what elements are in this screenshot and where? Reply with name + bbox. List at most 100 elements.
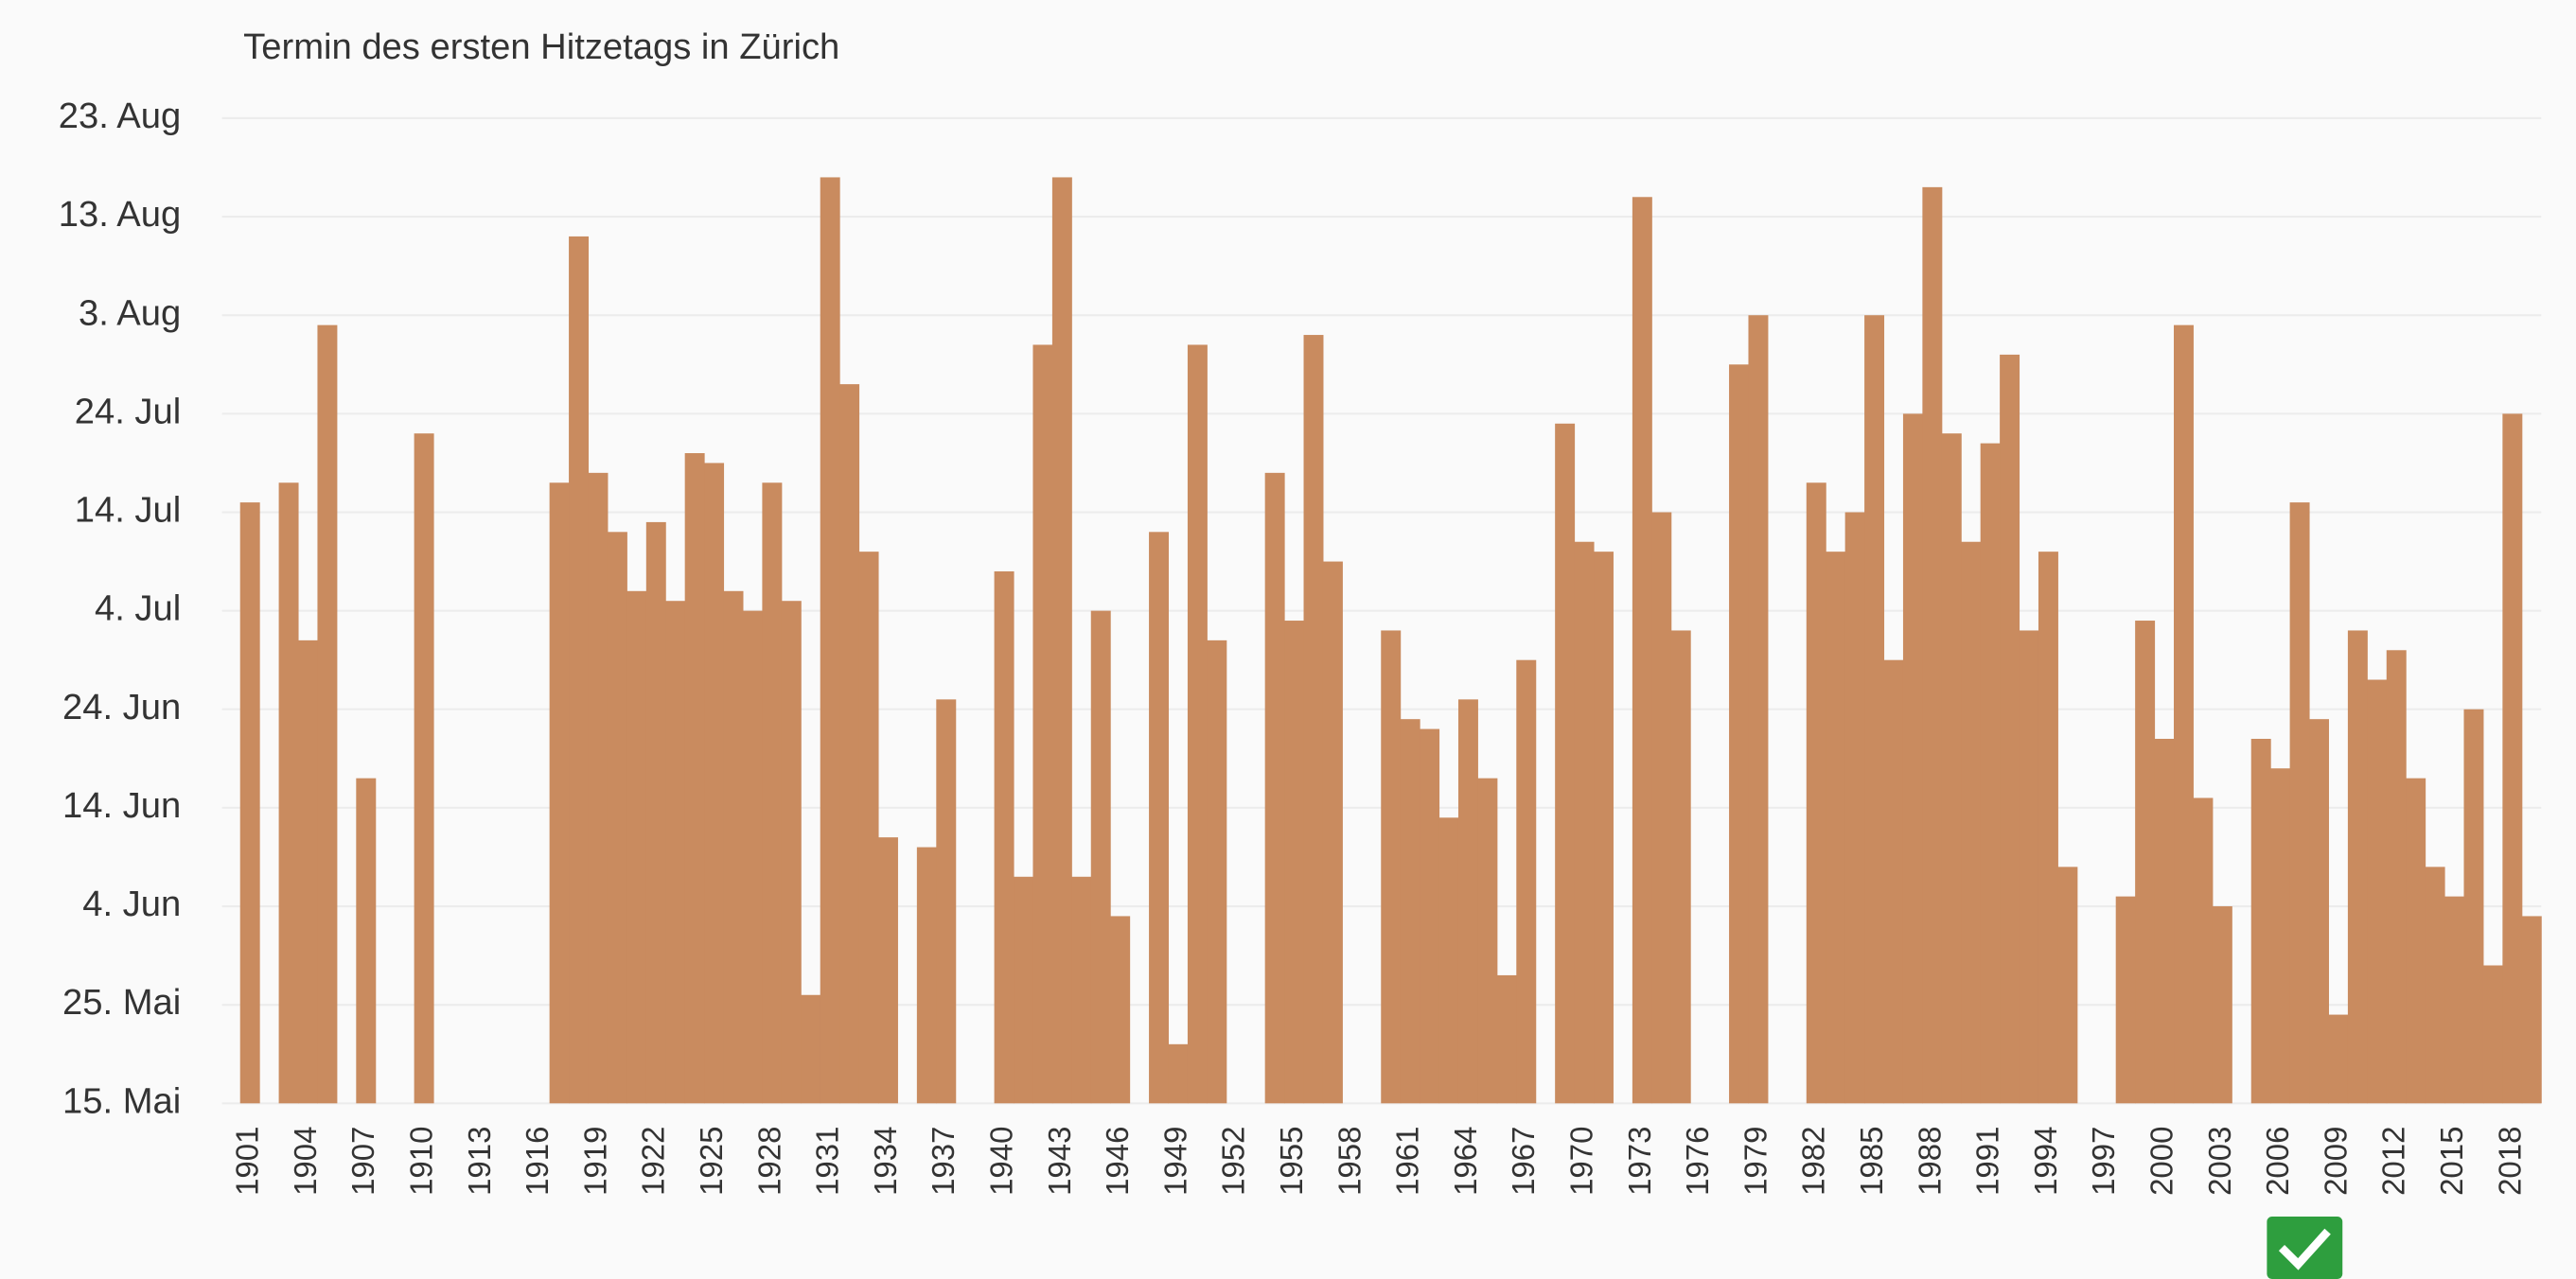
y-tick-label: 15. Mai: [62, 1080, 181, 1121]
bar: [781, 601, 802, 1104]
x-tick-label: 1967: [1506, 1127, 1541, 1196]
y-tick-label: 14. Jun: [62, 785, 181, 826]
bar: [2425, 867, 2445, 1104]
x-tick-label: 1985: [1854, 1127, 1889, 1196]
y-tick-label: 25. Mai: [62, 982, 181, 1023]
x-tick-label: 1946: [1100, 1127, 1135, 1196]
bar: [2502, 413, 2523, 1104]
x-tick-label: 1952: [1216, 1127, 1251, 1196]
x-tick-label: 2006: [2260, 1127, 2295, 1196]
bar: [820, 177, 840, 1104]
x-tick-label: 1916: [520, 1127, 555, 1196]
bar: [2174, 324, 2194, 1104]
bar: [1670, 630, 1691, 1104]
y-tick-label: 3. Aug: [79, 292, 181, 333]
check-icon[interactable]: [2278, 1228, 2331, 1270]
x-tick-label: 2018: [2492, 1127, 2527, 1196]
bar: [2019, 630, 2039, 1104]
bar: [1748, 315, 1769, 1104]
bar: [1516, 659, 1537, 1104]
bar: [1883, 659, 1904, 1104]
x-tick-label: 1961: [1390, 1127, 1425, 1196]
y-tick-label: 4. Jul: [95, 588, 181, 629]
bar: [569, 236, 590, 1104]
bar: [2482, 965, 2503, 1104]
bar: [878, 837, 898, 1104]
bar: [2367, 679, 2388, 1104]
x-tick-label: 1913: [462, 1127, 497, 1196]
bar: [1322, 561, 1343, 1104]
x-tick-label: 1991: [1970, 1127, 2005, 1196]
bar: [2521, 916, 2542, 1104]
bar: [1032, 344, 1053, 1104]
bar: [2270, 768, 2291, 1104]
bar: [278, 482, 299, 1104]
bar: [801, 994, 821, 1104]
bar: [2000, 354, 2020, 1104]
bar: [1594, 552, 1614, 1104]
bar: [2463, 709, 2484, 1104]
bar: [1381, 630, 1402, 1104]
x-tick-label: 1940: [984, 1127, 1019, 1196]
bar: [1902, 413, 1923, 1104]
y-tick-label: 4. Jun: [82, 884, 181, 924]
bar: [1438, 817, 1459, 1104]
bar: [1555, 423, 1576, 1104]
y-tick-label: 13. Aug: [59, 194, 181, 235]
x-tick-label: 1922: [636, 1127, 671, 1196]
bar: [607, 532, 627, 1104]
bar: [1303, 335, 1324, 1104]
bar: [1284, 621, 1305, 1104]
x-tick-label: 2012: [2376, 1127, 2411, 1196]
bar: [2406, 778, 2426, 1104]
bar: [1014, 876, 1033, 1104]
x-tick-label: 1958: [1332, 1127, 1367, 1196]
x-tick-label: 1937: [926, 1127, 961, 1196]
x-tick-label: 1988: [1912, 1127, 1947, 1196]
bar: [994, 570, 1015, 1104]
x-tick-label: 1925: [694, 1127, 729, 1196]
x-tick-label: 1979: [1738, 1127, 1773, 1196]
bar: [2154, 739, 2175, 1104]
bar: [2386, 650, 2407, 1104]
x-tick-label: 2009: [2318, 1127, 2353, 1196]
bar: [2309, 719, 2329, 1104]
bar: [936, 699, 957, 1104]
bar: [916, 847, 937, 1104]
bar: [1110, 916, 1131, 1104]
x-tick-label: 1934: [868, 1127, 903, 1196]
bar: [858, 552, 879, 1104]
bar: [1420, 728, 1440, 1104]
x-tick-label: 2015: [2434, 1127, 2469, 1196]
bar: [1071, 876, 1092, 1104]
bar: [239, 502, 260, 1104]
bar: [1980, 443, 2001, 1104]
x-tick-label: 1997: [2086, 1127, 2121, 1196]
bar: [762, 482, 783, 1104]
bar: [839, 384, 860, 1104]
bar: [1806, 482, 1826, 1104]
bar: [742, 610, 763, 1104]
x-tick-label: 1976: [1680, 1127, 1715, 1196]
x-tick-label: 2003: [2202, 1127, 2237, 1196]
y-tick-label: 24. Jul: [75, 391, 181, 431]
bar: [1729, 364, 1750, 1104]
x-tick-label: 1943: [1042, 1127, 1077, 1196]
x-tick-label: 1901: [230, 1127, 265, 1196]
check-box[interactable]: [2267, 1217, 2343, 1279]
check-badge[interactable]: [2267, 1217, 2343, 1279]
bar: [1632, 197, 1652, 1104]
bar: [2115, 896, 2136, 1104]
bar: [2212, 906, 2232, 1104]
bar: [1961, 541, 1982, 1104]
bar: [1264, 472, 1285, 1104]
bar: [1496, 974, 1517, 1104]
x-tick-label: 1907: [345, 1127, 380, 1196]
x-tick-label: 1949: [1157, 1127, 1192, 1196]
bar: [626, 590, 647, 1104]
bar: [1207, 640, 1227, 1104]
x-tick-label: 1919: [577, 1127, 612, 1196]
x-tick-label: 1931: [810, 1127, 845, 1196]
